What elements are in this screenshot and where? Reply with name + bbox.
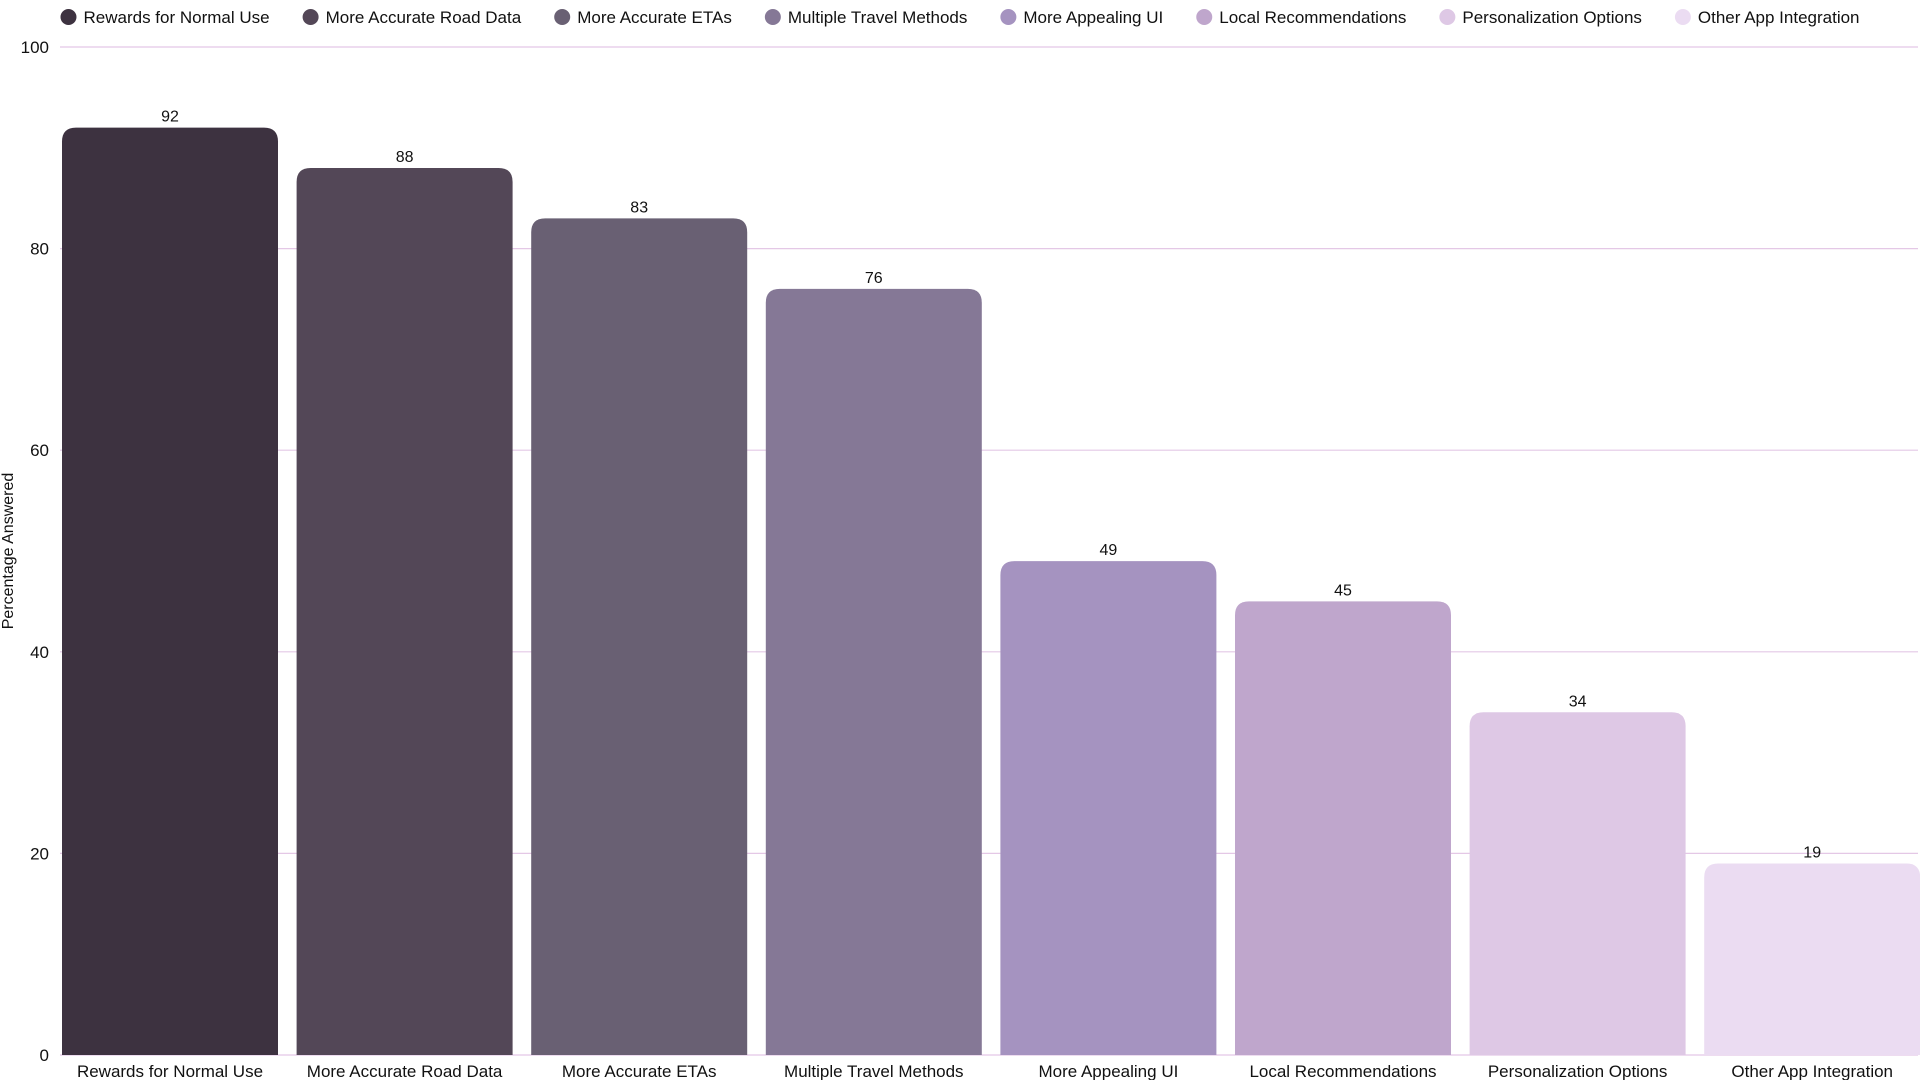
legend-label: Personalization Options (1462, 8, 1642, 27)
y-tick-label: 80 (30, 240, 49, 259)
legend-item: More Appealing UI (1000, 8, 1163, 27)
bar (1000, 561, 1217, 1055)
legend-label: Rewards for Normal Use (83, 8, 269, 27)
bars (62, 127, 1920, 1056)
data-label: 76 (865, 270, 883, 287)
bar (1469, 712, 1686, 1055)
legend-label: More Accurate ETAs (577, 8, 732, 27)
legend-label: Local Recommendations (1219, 8, 1406, 27)
data-label: 19 (1803, 844, 1821, 861)
legend-item: Personalization Options (1439, 8, 1642, 27)
y-tick-label: 0 (40, 1046, 49, 1065)
x-tick-label: Local Recommendations (1249, 1062, 1436, 1080)
legend-item: Local Recommendations (1196, 8, 1406, 27)
legend-label: More Accurate Road Data (326, 8, 522, 27)
legend-swatch (60, 9, 77, 25)
y-tick-label: 40 (30, 643, 49, 662)
legend-item: More Accurate Road Data (302, 8, 522, 27)
legend-swatch (302, 9, 319, 25)
legend-item: Other App Integration (1674, 8, 1860, 27)
data-label: 45 (1334, 582, 1352, 599)
data-label: 88 (396, 149, 414, 166)
x-axis-labels: Rewards for Normal Use More Accurate Road… (77, 1062, 1893, 1080)
legend-label: Other App Integration (1698, 8, 1860, 27)
legend-swatch (1000, 9, 1017, 25)
x-tick-label: Personalization Options (1488, 1062, 1668, 1080)
x-tick-label: Rewards for Normal Use (77, 1062, 263, 1080)
bar (765, 288, 982, 1055)
y-axis-ticks: 0 20 40 60 80 100 (21, 38, 49, 1065)
legend-swatch (1674, 9, 1691, 25)
legend-item: More Accurate ETAs (554, 8, 732, 27)
x-tick-label: More Accurate ETAs (562, 1062, 717, 1080)
y-axis-title: Percentage Answered (0, 473, 17, 630)
legend-item: Multiple Travel Methods (764, 8, 968, 27)
legend-swatch (1196, 9, 1213, 25)
data-label: 34 (1569, 693, 1587, 710)
legend-swatch (554, 9, 571, 25)
legend-swatch (764, 9, 781, 25)
bar (62, 127, 278, 1055)
legend-label: More Appealing UI (1023, 8, 1163, 27)
x-tick-label: More Accurate Road Data (307, 1062, 503, 1080)
data-label: 92 (161, 109, 179, 126)
legend-item: Rewards for Normal Use (60, 8, 270, 27)
legend-label: Multiple Travel Methods (788, 8, 968, 27)
x-tick-label: Multiple Travel Methods (784, 1062, 964, 1080)
legend: Rewards for Normal Use More Accurate Road… (60, 8, 1860, 27)
x-tick-label: Other App Integration (1731, 1062, 1893, 1080)
x-tick-label: More Appealing UI (1038, 1062, 1178, 1080)
bar (1235, 601, 1451, 1055)
bar (296, 167, 513, 1055)
bar (1704, 863, 1920, 1055)
y-tick-label: 100 (21, 38, 49, 57)
legend-swatch (1439, 9, 1456, 25)
y-tick-label: 60 (30, 441, 49, 460)
data-label: 49 (1100, 542, 1118, 559)
data-label: 83 (630, 199, 648, 216)
data-labels: 92 88 83 76 49 45 34 19 (161, 109, 1821, 862)
bar (531, 218, 748, 1056)
y-tick-label: 20 (30, 844, 49, 863)
